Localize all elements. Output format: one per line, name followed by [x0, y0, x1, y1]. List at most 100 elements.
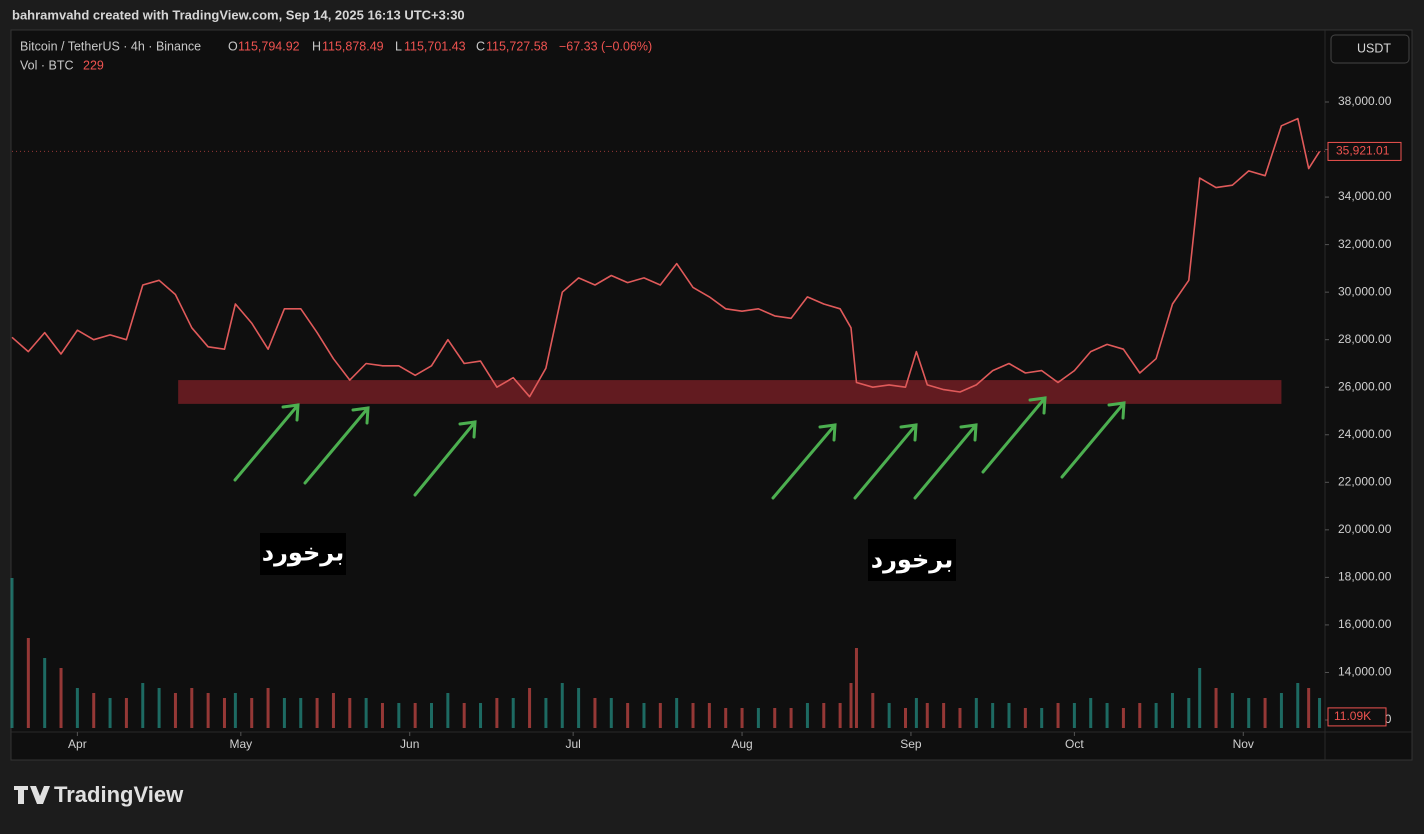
y-tick-label: 24,000.00: [1338, 427, 1392, 441]
volume-bar: [173, 693, 177, 728]
volume-bar: [528, 688, 532, 728]
volume-bar: [190, 688, 194, 728]
last-volume-label: 11.09K: [1334, 709, 1371, 723]
volume-bar: [157, 688, 161, 728]
legend-value: 115,878.49: [322, 39, 384, 53]
volume-bar: [560, 683, 564, 728]
arrow: [981, 396, 1047, 474]
volume-bar: [1279, 693, 1283, 728]
volume-bar: [479, 703, 483, 728]
volume-bar: [1263, 698, 1267, 728]
legend-key: H: [312, 39, 321, 53]
volume-bar: [887, 703, 891, 728]
volume-bar: [430, 703, 434, 728]
volume-bar: [1307, 688, 1311, 728]
volume-bar: [838, 703, 842, 728]
y-tick-label: 26,000.00: [1338, 379, 1392, 393]
volume-bar: [707, 703, 711, 728]
volume-bar: [495, 698, 499, 728]
legend-change: −67.33 (−0.06%): [559, 39, 652, 53]
volume-bar: [756, 708, 760, 728]
volume-bar: [233, 693, 237, 728]
legend-value: 115,727.58: [486, 39, 548, 53]
arrow: [1060, 401, 1126, 479]
annotation-box: [260, 533, 346, 575]
volume-bar: [364, 698, 368, 728]
volume-bar: [92, 693, 96, 728]
x-tick-label: Apr: [68, 737, 87, 751]
footer-logo: TradingView: [14, 782, 184, 807]
volume-bar: [1296, 683, 1300, 728]
volume-bar: [1072, 703, 1076, 728]
volume-bar: [593, 698, 597, 728]
volume-bar: [974, 698, 978, 728]
volume-bar: [805, 703, 809, 728]
arrow: [303, 406, 370, 485]
volume-bar: [10, 578, 14, 728]
volume-bar: [1187, 698, 1191, 728]
volume-bar: [854, 648, 858, 728]
arrows: [233, 396, 1126, 500]
volume-bar: [609, 698, 613, 728]
last-volume-box: [1327, 707, 1387, 727]
currency-button[interactable]: [1330, 34, 1410, 64]
volume-bar: [348, 698, 352, 728]
volume-bar: [822, 703, 826, 728]
legend-value: 115,701.43: [404, 39, 466, 53]
volume-bar: [59, 668, 63, 728]
y-tick-label: 14,000.00: [1338, 665, 1392, 679]
volume-bar: [1318, 698, 1322, 728]
price-line: [11, 117, 1321, 398]
y-tick-label: 22,000.00: [1338, 474, 1392, 488]
currency-button-label[interactable]: USDT: [1357, 41, 1391, 55]
volume-bar: [675, 698, 679, 728]
volume-bar: [773, 708, 777, 728]
arrow: [233, 403, 300, 482]
volume-bar: [75, 688, 79, 728]
y-tick-label: 30,000.00: [1338, 284, 1392, 298]
volume-bar: [871, 693, 875, 728]
volume-bar: [250, 698, 254, 728]
volume-bar: [925, 703, 929, 728]
volume-bar: [958, 708, 962, 728]
annotation: برخورد: [871, 546, 953, 573]
logo-text: TradingView: [54, 782, 184, 807]
y-tick-label: 38,000.00: [1338, 94, 1392, 108]
legend-value: 229: [83, 58, 104, 72]
annotation-box: [868, 539, 956, 581]
volume-bar: [462, 703, 466, 728]
volume-bar: [1023, 708, 1027, 728]
volume-bar: [789, 708, 793, 728]
legend-key: Vol · BTC: [20, 58, 74, 72]
x-tick-label: Jun: [400, 737, 419, 751]
y-tick-label: 32,000.00: [1338, 237, 1392, 251]
volume-bar: [544, 698, 548, 728]
y-tick-label: 16,000.00: [1338, 617, 1392, 631]
legend-key: O: [228, 39, 238, 53]
volume-bar: [740, 708, 744, 728]
volume-bar: [266, 688, 270, 728]
x-tick-label: Sep: [900, 737, 922, 751]
volume-bar: [577, 688, 581, 728]
legend-key: L: [395, 39, 402, 53]
legend-key: C: [476, 39, 485, 53]
volume-bar: [413, 703, 417, 728]
volume-bar: [1056, 703, 1060, 728]
volume-bar: [658, 703, 662, 728]
x-tick-label: May: [229, 737, 252, 751]
volume-bar: [1170, 693, 1174, 728]
volume-bar: [206, 693, 210, 728]
arrow: [853, 423, 918, 500]
volume-bar: [626, 703, 630, 728]
y-tick-label: 28,000.00: [1338, 332, 1392, 346]
volume-bar: [282, 698, 286, 728]
volume-bar: [903, 708, 907, 728]
arrow: [771, 423, 837, 500]
last-price-label: 35,921.01: [1336, 144, 1390, 158]
arrow: [913, 423, 978, 500]
logo-icon: [14, 786, 50, 804]
volume-bar: [1121, 708, 1125, 728]
volume-bar: [724, 708, 728, 728]
volume-bar: [1214, 688, 1218, 728]
